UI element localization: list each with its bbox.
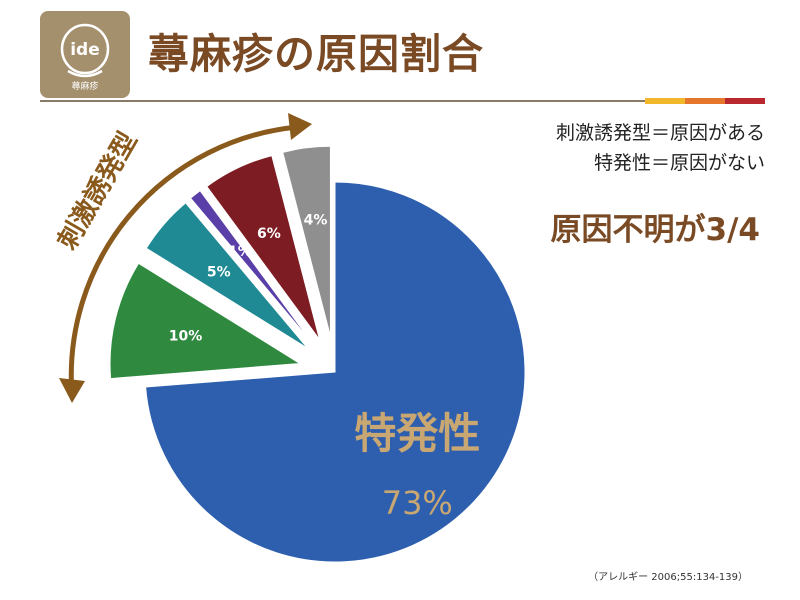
group-label: 刺激誘発型 (52, 127, 144, 255)
pie-slice-label-1: 10% (169, 329, 203, 345)
legend-line-idiopathic: 特発性＝原因がない (593, 152, 765, 174)
accent-bar-red (725, 98, 765, 104)
pie-slice-5 (282, 145, 331, 337)
headline: 原因不明が3/4 (550, 212, 760, 248)
accent-bar-orange (685, 98, 725, 104)
pie-slice-name-0: 特発性 (354, 409, 480, 458)
logo-subtitle: 蕁麻疹 (71, 82, 99, 92)
group-arrow-head-bottom-icon (59, 378, 85, 403)
pie-slice-2 (145, 202, 309, 349)
title-divider (40, 100, 765, 102)
group-arrow (59, 113, 312, 403)
logo: ide 蕁麻疹 (40, 11, 130, 98)
page-title: 蕁麻疹の原因割合 (148, 30, 484, 78)
pie-slice-3 (189, 190, 314, 345)
pie-slices (109, 145, 526, 563)
pie-slice-label-3: 1% (228, 244, 252, 260)
pie-labels: 特発性 73% 10% 5% 1% 6% 4% (169, 212, 481, 522)
pie-slice-label-4: 6% (257, 226, 281, 242)
pie-slice-label-2: 5% (207, 264, 231, 280)
definition-legend: 刺激誘発型＝原因がある 特発性＝原因がない (556, 118, 765, 178)
logo-mark-icon: ide (60, 23, 110, 78)
group-arrow-icon (68, 124, 299, 396)
pie-slice-0 (145, 181, 526, 563)
pie-slice-label-0: 73% (382, 484, 453, 522)
pie-slice-1 (109, 262, 302, 380)
accent-bar-yellow (645, 98, 685, 104)
pie-slice-4 (206, 154, 321, 340)
pie-slice-label-5: 4% (304, 212, 328, 228)
logo-text: ide (70, 40, 100, 60)
group-arrow-head-top-icon (288, 113, 312, 140)
citation: （アレルギー 2006;55:134-139） (588, 572, 748, 583)
legend-line-triggered: 刺激誘発型＝原因がある (555, 122, 765, 144)
